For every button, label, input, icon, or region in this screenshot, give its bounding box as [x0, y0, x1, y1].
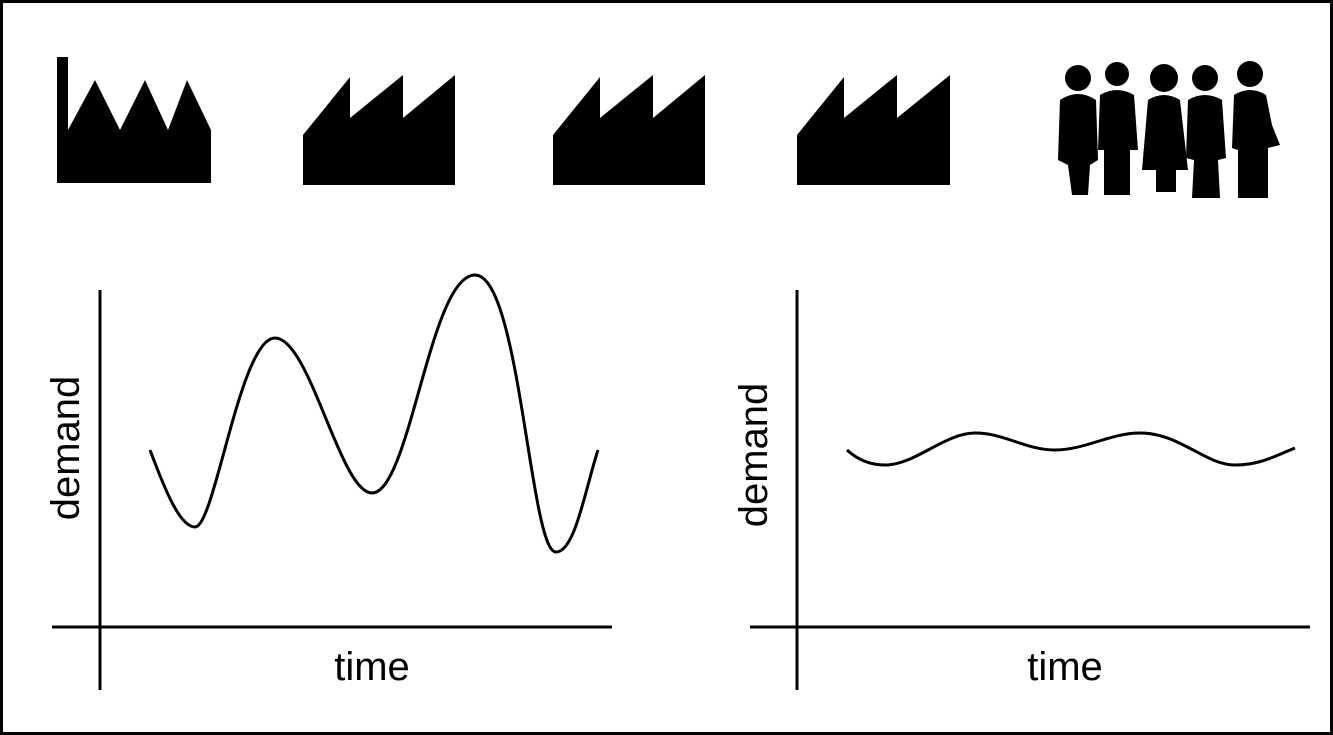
diagram: demand time demand time [0, 0, 1333, 735]
x-axis-label: time [1027, 645, 1103, 689]
x-axis-label: time [334, 645, 410, 689]
y-axis-label: demand [44, 376, 88, 521]
y-axis-label: demand [732, 383, 776, 528]
